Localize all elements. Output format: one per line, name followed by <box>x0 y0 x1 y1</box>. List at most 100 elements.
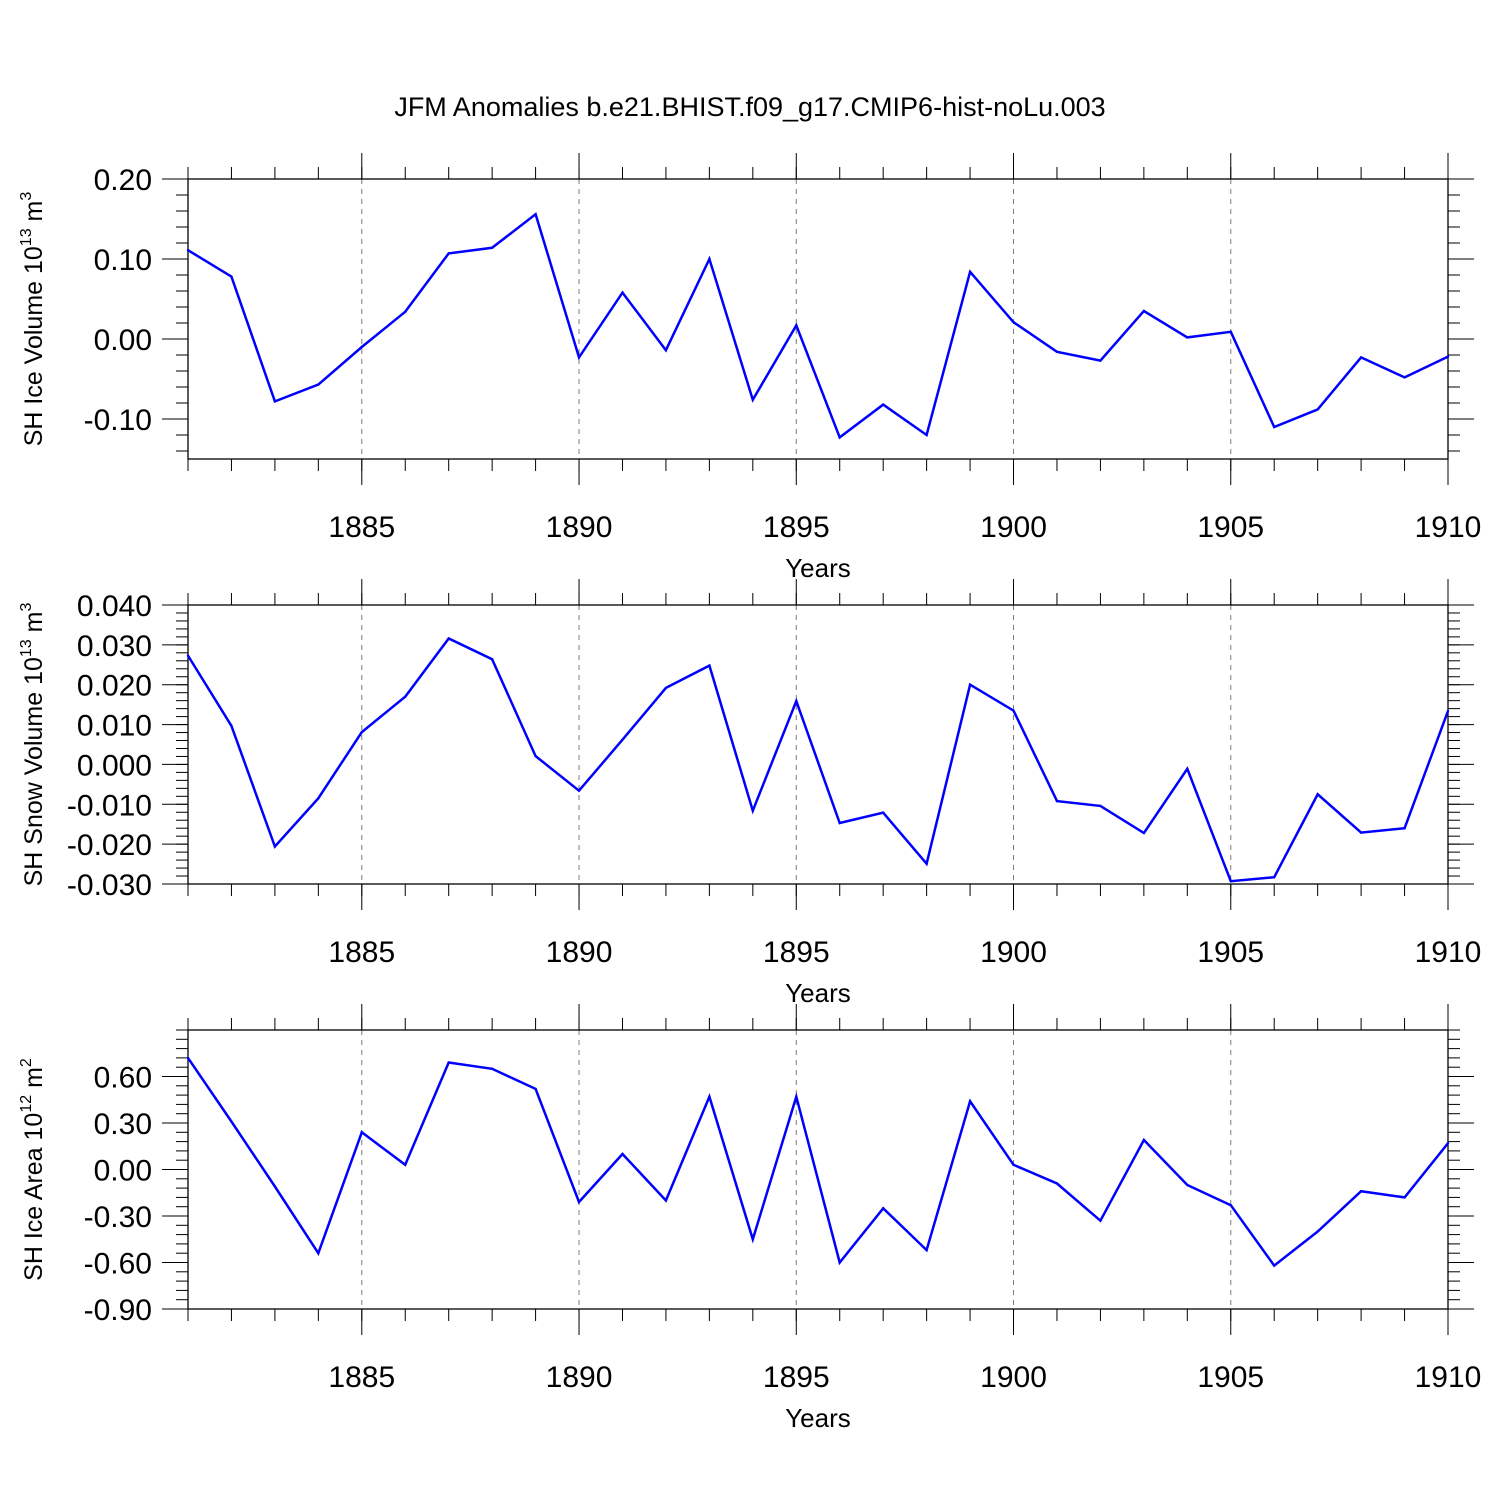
y-tick-label: -0.030 <box>67 869 152 902</box>
data-point <box>1012 321 1015 324</box>
panel-2: 0.040 0.030 0.020 0.010 0.000 -0.010 -0.020 -0.… <box>18 579 1481 1008</box>
y-axis-label-unit-exponent: 2 <box>18 1058 35 1067</box>
panels: 0.20 0.10 0.00 -0.10 1885 1890 1895 1900 1905 191… <box>18 153 1481 1433</box>
data-point <box>1055 799 1059 803</box>
data-point <box>1012 709 1015 712</box>
y-tick-label: 0.00 <box>94 324 152 357</box>
y-tick-label: -0.010 <box>67 789 152 822</box>
y-axis-label-unit-exponent: 3 <box>18 603 35 612</box>
data-point <box>1316 1230 1319 1233</box>
data-point <box>664 686 668 690</box>
plot-frame <box>187 604 1449 885</box>
data-point <box>1229 880 1232 883</box>
data-point <box>838 821 841 825</box>
data-point <box>1273 876 1276 879</box>
data-point <box>925 1248 928 1252</box>
series-line <box>187 212 1449 440</box>
y-axis-label: SH Ice Volume 1013 m3 <box>18 192 48 447</box>
x-tick-label: 1885 <box>328 936 395 969</box>
x-tick-label: 1905 <box>1197 1361 1264 1394</box>
data-point <box>186 249 190 252</box>
data-point <box>230 275 233 278</box>
data-point <box>273 400 277 403</box>
x-axis-label: Years <box>785 553 851 583</box>
x-tick-label: 1905 <box>1197 936 1264 969</box>
data-point <box>1446 355 1450 358</box>
data-point <box>1186 336 1189 339</box>
data-point <box>447 1061 450 1064</box>
y-tick-label: 0.030 <box>77 630 152 663</box>
data-point <box>577 1200 581 1204</box>
data-point <box>1229 1203 1232 1207</box>
y-axis-label-unit: m <box>20 201 48 229</box>
panel-3: 0.60 0.30 0.00 -0.30 -0.60 -0.90 1885 1890 1895 1… <box>18 1004 1481 1433</box>
data-point <box>447 637 450 640</box>
data-point <box>708 664 711 667</box>
y-tick-label: 0.60 <box>94 1062 152 1095</box>
x-tick-label: 1885 <box>328 1361 395 1394</box>
series-line <box>186 636 1450 883</box>
data-point <box>186 654 190 657</box>
data-point <box>273 845 277 848</box>
data-point <box>230 724 233 727</box>
data-point <box>1403 1196 1406 1199</box>
data-point <box>838 1261 841 1264</box>
data-point <box>708 257 711 261</box>
data-point <box>968 1100 972 1103</box>
data-point <box>317 797 320 800</box>
y-axis-label: SH Ice Area 1012 m2 <box>18 1058 48 1281</box>
data-point <box>317 383 320 386</box>
data-point <box>577 789 581 792</box>
plot-frame <box>187 178 1449 460</box>
data-point <box>925 862 928 865</box>
y-tick-label: 0.20 <box>94 164 152 197</box>
y-tick-label: 0.00 <box>94 1155 152 1188</box>
data-point <box>1055 350 1059 353</box>
data-point <box>881 403 885 406</box>
data-point <box>534 1087 537 1091</box>
panel-1: 0.20 0.10 0.00 -0.10 1885 1890 1895 1900 1905 191… <box>18 153 1481 583</box>
data-point <box>1186 767 1189 771</box>
data-point <box>664 1199 668 1202</box>
data-point <box>795 1095 798 1098</box>
y-axis-label: SH Snow Volume 1013 m3 <box>18 603 48 887</box>
data-point <box>1099 359 1102 362</box>
data-point <box>534 754 537 758</box>
data-point <box>1446 709 1450 713</box>
data-point <box>1142 831 1146 835</box>
x-tick-label: 1895 <box>763 936 830 969</box>
x-tick-label: 1890 <box>546 511 613 544</box>
y-tick-label: 0.040 <box>77 590 152 623</box>
x-tick-label: 1900 <box>980 511 1047 544</box>
x-axis-label: Years <box>785 978 851 1008</box>
data-point <box>1273 425 1276 429</box>
x-tick-label: 1885 <box>328 511 395 544</box>
data-point <box>881 811 885 814</box>
data-point <box>881 1207 885 1210</box>
data-point <box>360 345 363 349</box>
y-tick-label: 0.020 <box>77 670 152 703</box>
data-point <box>317 1252 320 1255</box>
y-axis-label-exponent: 13 <box>18 228 35 246</box>
data-point <box>1055 1182 1059 1185</box>
x-tick-label: 1910 <box>1415 1361 1482 1394</box>
y-tick-label: -0.30 <box>84 1201 152 1234</box>
y-tick-label: 0.010 <box>77 710 152 743</box>
y-axis-label-unit: m <box>20 1067 48 1095</box>
data-point <box>1446 1141 1450 1145</box>
data-point <box>968 270 972 273</box>
y-axis-label-unit: m <box>20 612 48 640</box>
x-tick-label: 1890 <box>546 1361 613 1394</box>
data-point <box>708 1095 711 1098</box>
data-point <box>751 809 755 812</box>
y-tick-label: -0.90 <box>84 1294 152 1327</box>
data-point <box>404 1163 407 1167</box>
x-tick-label: 1900 <box>980 936 1047 969</box>
data-point <box>795 699 798 703</box>
y-axis-label-text: SH Ice Area 10 <box>20 1113 48 1281</box>
data-point <box>1099 1219 1102 1222</box>
data-point <box>621 1152 624 1156</box>
data-point <box>751 1238 755 1241</box>
data-point <box>490 246 494 249</box>
